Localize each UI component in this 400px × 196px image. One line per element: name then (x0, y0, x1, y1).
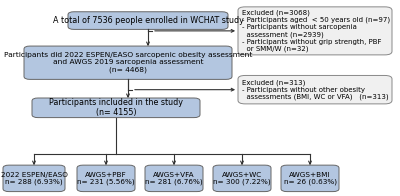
Text: A total of 7536 people enrolled in WCHAT study: A total of 7536 people enrolled in WCHAT… (52, 16, 244, 25)
Text: Excluded (n=3068)
- Participants aged  < 50 years old (n=97)
- Participants with: Excluded (n=3068) - Participants aged < … (242, 9, 390, 52)
Text: AWGS+WC
n= 300 (7.22%): AWGS+WC n= 300 (7.22%) (213, 172, 271, 185)
FancyBboxPatch shape (281, 165, 339, 192)
FancyBboxPatch shape (32, 98, 200, 118)
FancyBboxPatch shape (77, 165, 135, 192)
Text: 2022 ESPEN/EASO
n= 288 (6.93%): 2022 ESPEN/EASO n= 288 (6.93%) (0, 172, 68, 185)
Text: Participants did 2022 ESPEN/EASO sarcopenic obesity assessment
and AWGS 2019 sar: Participants did 2022 ESPEN/EASO sarcope… (4, 53, 252, 73)
FancyBboxPatch shape (3, 165, 65, 192)
Text: AWGS+PBF
n= 231 (5.56%): AWGS+PBF n= 231 (5.56%) (77, 172, 135, 185)
FancyBboxPatch shape (68, 12, 228, 29)
FancyBboxPatch shape (238, 75, 392, 104)
Text: Excluded (n=313)
- Participants without other obesity
  assessments (BMI, WC or : Excluded (n=313) - Participants without … (242, 79, 389, 100)
FancyBboxPatch shape (238, 7, 392, 55)
FancyBboxPatch shape (213, 165, 271, 192)
Text: AWGS+BMI
n= 26 (0.63%): AWGS+BMI n= 26 (0.63%) (284, 172, 336, 185)
Text: Participants included in the study
(n= 4155): Participants included in the study (n= 4… (49, 98, 183, 117)
Text: AWGS+VFA
n= 281 (6.76%): AWGS+VFA n= 281 (6.76%) (145, 172, 203, 185)
FancyBboxPatch shape (24, 46, 232, 79)
FancyBboxPatch shape (145, 165, 203, 192)
